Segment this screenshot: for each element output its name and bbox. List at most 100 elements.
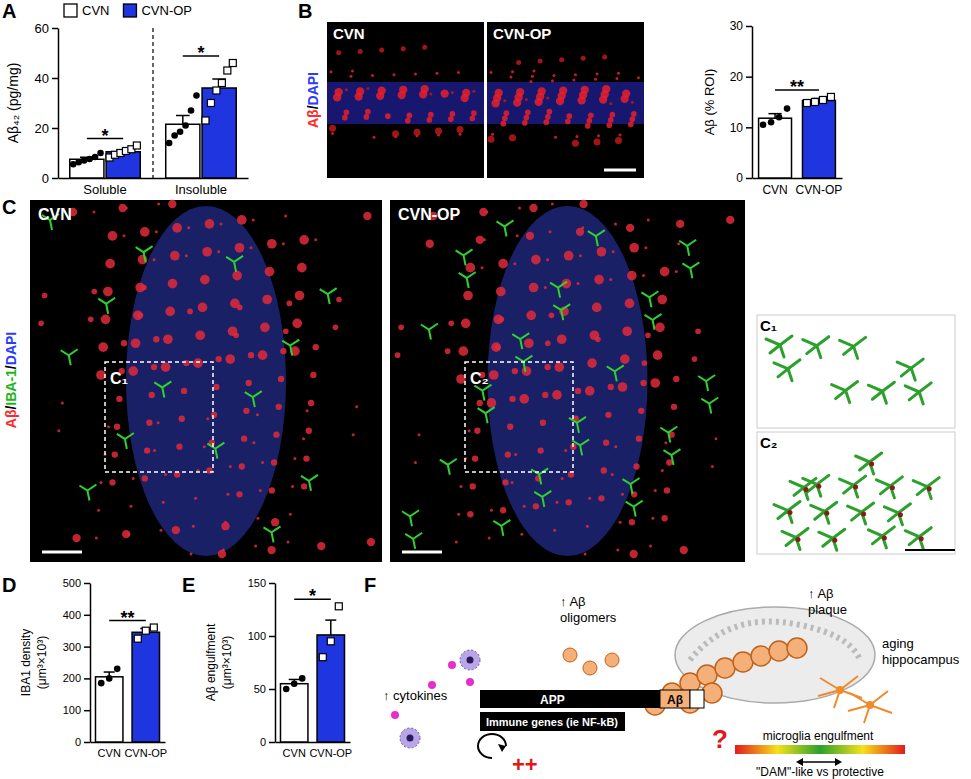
image-texture (638, 408, 644, 414)
image-texture (625, 299, 635, 309)
x-axis: CVNCVN-OP (276, 743, 353, 759)
image-texture (490, 71, 493, 74)
legend-label: CVN (82, 3, 109, 18)
y-tick-label: 10 (730, 121, 744, 135)
image-texture (352, 433, 355, 436)
image-texture (629, 116, 635, 122)
double-arrow (800, 761, 838, 763)
app-tail (690, 690, 704, 708)
image-texture (243, 408, 249, 414)
image-texture (602, 85, 610, 93)
image-texture (645, 314, 662, 330)
image-texture (260, 322, 270, 332)
image-texture (320, 288, 337, 304)
plaque-label: ↑ Aβ (808, 586, 834, 601)
x-axis: CVNCVN-OP (91, 743, 168, 759)
image-texture (448, 320, 454, 326)
image-texture (507, 424, 513, 430)
data-point (218, 80, 225, 87)
micrograph: CVN (327, 22, 484, 178)
image-texture (72, 534, 80, 542)
significance-label: ** (120, 608, 134, 628)
image-texture (336, 297, 342, 303)
image-texture (289, 513, 292, 516)
image-texture (679, 240, 696, 256)
data-point (760, 122, 767, 129)
y-tick-mark (84, 615, 90, 617)
data-point (283, 686, 290, 693)
x-tick-label: CVN (98, 747, 121, 759)
microglia-render (848, 503, 874, 524)
image-texture (450, 111, 456, 117)
image-texture (585, 386, 595, 396)
image-texture (461, 318, 471, 328)
image-texture (299, 235, 309, 245)
image-texture (168, 200, 176, 208)
image-texture (609, 278, 612, 281)
inset-label: C₂ (760, 434, 778, 451)
data-point (213, 87, 220, 94)
image-texture (194, 497, 197, 500)
panel-label: D (2, 574, 16, 596)
image-texture (217, 250, 220, 253)
image-texture (595, 336, 601, 342)
y-tick-mark (84, 742, 90, 744)
data-point (171, 132, 178, 139)
image-texture (256, 517, 259, 520)
error-cap (289, 679, 300, 681)
data-point (188, 107, 195, 114)
y-tick: 50 (254, 683, 275, 695)
y-axis: 0100200300400500 (63, 577, 91, 748)
plaque-label: plaque (808, 602, 847, 617)
image-texture (524, 338, 534, 348)
data-point (92, 154, 99, 161)
image-texture (586, 525, 589, 528)
image-texture (407, 113, 413, 119)
image-texture (61, 349, 78, 365)
bar (280, 684, 307, 742)
image-texture (472, 455, 478, 461)
image-texture (237, 215, 247, 225)
image-texture (553, 304, 570, 320)
image-texture (487, 398, 497, 408)
image-texture (221, 522, 229, 530)
image-texture (622, 326, 632, 336)
image-texture (200, 275, 210, 285)
image-texture (271, 518, 279, 526)
image-texture (456, 249, 473, 265)
image-texture (602, 54, 607, 59)
image-texture (630, 550, 638, 558)
image-texture (295, 291, 305, 301)
image-texture (511, 481, 514, 484)
image-texture (514, 453, 517, 456)
image-texture (551, 203, 554, 206)
y-axis-title: IBA1 density (19, 629, 33, 696)
image-texture (154, 381, 171, 397)
image-texture (303, 455, 309, 461)
y-tick-label: 20 (35, 121, 49, 136)
image-texture (607, 365, 624, 381)
data-point (134, 635, 141, 642)
y-tick-mark (84, 583, 90, 585)
y-tick: 400 (63, 609, 90, 621)
microglia (848, 691, 892, 723)
image-texture (195, 330, 205, 340)
image-texture (91, 289, 97, 295)
image-texture (330, 70, 333, 73)
image-texture (310, 372, 316, 378)
image-texture (651, 517, 654, 520)
y-tick-label: 300 (63, 641, 81, 653)
image-texture (181, 388, 187, 394)
microglia-render (774, 360, 800, 381)
image-texture (531, 75, 534, 78)
separator (152, 28, 153, 178)
y-tick-mark (84, 646, 90, 648)
image-texture (367, 538, 375, 546)
image-texture (98, 298, 115, 314)
image-texture (519, 394, 529, 404)
image-texture (655, 322, 665, 332)
y-axis: 0204060 (35, 21, 59, 186)
image-texture (192, 525, 195, 528)
legend: CVNCVN-OP (64, 3, 192, 18)
error-cap (176, 115, 190, 117)
